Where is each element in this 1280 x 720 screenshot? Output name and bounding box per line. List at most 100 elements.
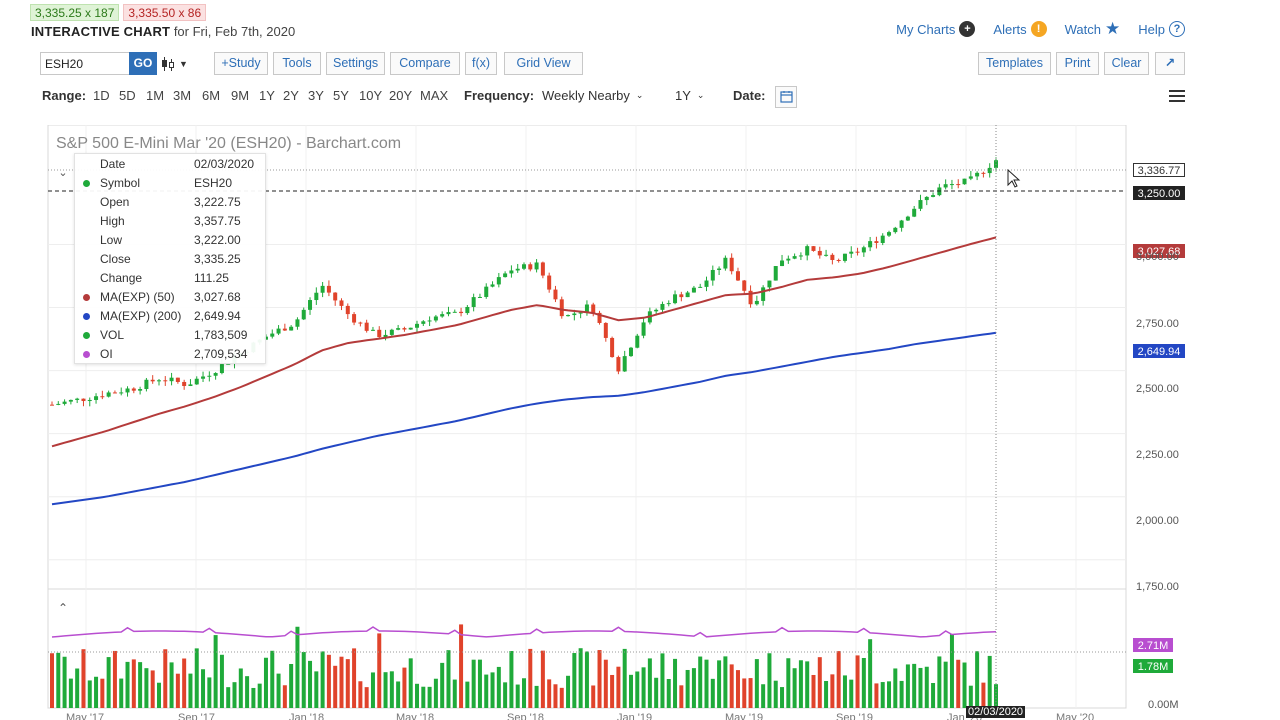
range-5y[interactable]: 5Y: [333, 88, 349, 103]
clear-button[interactable]: Clear: [1104, 52, 1149, 75]
volume-bar: [245, 676, 250, 708]
legend-dot-icon: [83, 180, 90, 187]
candle-body: [584, 304, 589, 313]
volume-bar: [333, 665, 338, 708]
y-tick: 2,000.00: [1136, 515, 1179, 527]
volume-bar: [616, 666, 621, 708]
candle-body: [578, 312, 583, 314]
candle-body: [968, 176, 973, 179]
volume-bar: [735, 670, 740, 708]
candle-body: [477, 296, 482, 298]
volume-bar: [836, 651, 841, 708]
range-3y[interactable]: 3Y: [308, 88, 324, 103]
alerts-link[interactable]: Alerts !: [993, 21, 1047, 37]
level-price-tag: 3,250.00: [1133, 186, 1185, 200]
volume-bar: [887, 681, 892, 708]
candle-body: [792, 256, 797, 259]
compare-button[interactable]: Compare: [390, 52, 460, 75]
candle-body: [396, 328, 401, 330]
candle-body: [270, 333, 275, 337]
frequency-label: Frequency:: [464, 88, 535, 103]
tools-button[interactable]: Tools: [273, 52, 321, 75]
candle-body: [559, 299, 564, 317]
candle-body: [987, 167, 992, 174]
candle-body: [723, 257, 728, 269]
range-1y[interactable]: 1Y: [259, 88, 275, 103]
pop-out-button[interactable]: ↗: [1155, 52, 1185, 75]
candle-body: [522, 264, 526, 269]
go-button[interactable]: GO: [129, 52, 157, 75]
data-window-label: Change: [100, 271, 143, 285]
range-10y[interactable]: 10Y: [359, 88, 383, 103]
date-picker-button[interactable]: [775, 86, 797, 108]
candle-body: [836, 259, 841, 261]
x-label: May '19: [725, 712, 764, 720]
mouse-cursor-icon: [1007, 169, 1021, 188]
range-20y[interactable]: 20Y: [389, 88, 413, 103]
frequency-select[interactable]: Weekly Nearby ⌄: [542, 88, 643, 103]
chart-type-select[interactable]: ▼: [162, 52, 198, 75]
volume-bar: [509, 651, 514, 708]
range-5d[interactable]: 5D: [119, 88, 136, 103]
data-window: Date 02/03/2020 Symbol ESH20 Open 3,222.75 Hig…: [74, 153, 266, 364]
y-tick: 1,750.00: [1136, 581, 1179, 593]
volume-bar: [81, 649, 86, 708]
settings-button[interactable]: Settings: [326, 52, 385, 75]
symbol-input[interactable]: [40, 52, 130, 75]
watch-label: Watch: [1064, 21, 1101, 37]
range-9m[interactable]: 9M: [231, 88, 250, 103]
candle-body: [949, 184, 954, 186]
candle-body: [805, 246, 810, 256]
range-max[interactable]: MAX: [420, 88, 449, 103]
candle-body: [824, 254, 829, 256]
chevron-down-icon[interactable]: ⌄: [58, 167, 68, 179]
data-window-label: Open: [100, 195, 130, 209]
chevron-down-icon: ⌄: [635, 90, 644, 100]
volume-bar: [931, 683, 936, 708]
date-label: Date:: [733, 88, 766, 103]
volume-bar: [251, 687, 256, 708]
print-button[interactable]: Print: [1056, 52, 1099, 75]
volume-bar: [276, 673, 281, 708]
volume-bar: [754, 659, 759, 708]
candle-body: [773, 266, 778, 281]
candle-body: [131, 388, 136, 391]
candle-body: [628, 347, 633, 357]
volume-bar: [767, 653, 772, 708]
grid-view-button[interactable]: Grid View: [504, 52, 583, 75]
my-charts-link[interactable]: My Charts +: [896, 21, 976, 37]
candle-body: [899, 220, 904, 228]
range-1d[interactable]: 1D: [93, 88, 110, 103]
add-study-button[interactable]: +Study: [214, 52, 268, 75]
templates-button[interactable]: Templates: [978, 52, 1051, 75]
candle-body: [370, 329, 375, 331]
chart-area[interactable]: S&P 500 E-Mini Mar '20 (ESH20) - Barchar…: [44, 125, 1186, 720]
candle-body: [786, 258, 791, 261]
candle-body: [282, 328, 287, 331]
x-label: Sep '17: [178, 712, 215, 720]
period-select[interactable]: 1Y ⌄: [675, 88, 704, 103]
x-label: Jan '19: [617, 712, 653, 720]
watch-link[interactable]: Watch ★: [1064, 20, 1121, 37]
volume-bar: [893, 668, 898, 708]
function-button[interactable]: f(x): [465, 52, 497, 75]
candle-body: [106, 392, 111, 397]
data-window-label: OI: [100, 347, 113, 361]
volume-bar: [647, 658, 652, 708]
candle-body: [402, 328, 407, 330]
hamburger-menu-icon[interactable]: [1169, 90, 1185, 104]
alerts-label: Alerts: [993, 21, 1027, 37]
range-1m[interactable]: 1M: [146, 88, 165, 103]
volume-bar: [408, 658, 413, 708]
range-2y[interactable]: 2Y: [283, 88, 299, 103]
volume-bar: [874, 683, 879, 708]
volume-bar: [824, 680, 829, 708]
chevron-up-icon[interactable]: ⌃: [57, 601, 69, 615]
volume-bar: [156, 682, 161, 708]
range-3m[interactable]: 3M: [173, 88, 192, 103]
candle-body: [320, 285, 325, 293]
chevron-down-icon: ⌄: [696, 90, 705, 100]
help-link[interactable]: Help ?: [1138, 21, 1185, 37]
candle-body: [868, 241, 873, 248]
range-6m[interactable]: 6M: [202, 88, 221, 103]
